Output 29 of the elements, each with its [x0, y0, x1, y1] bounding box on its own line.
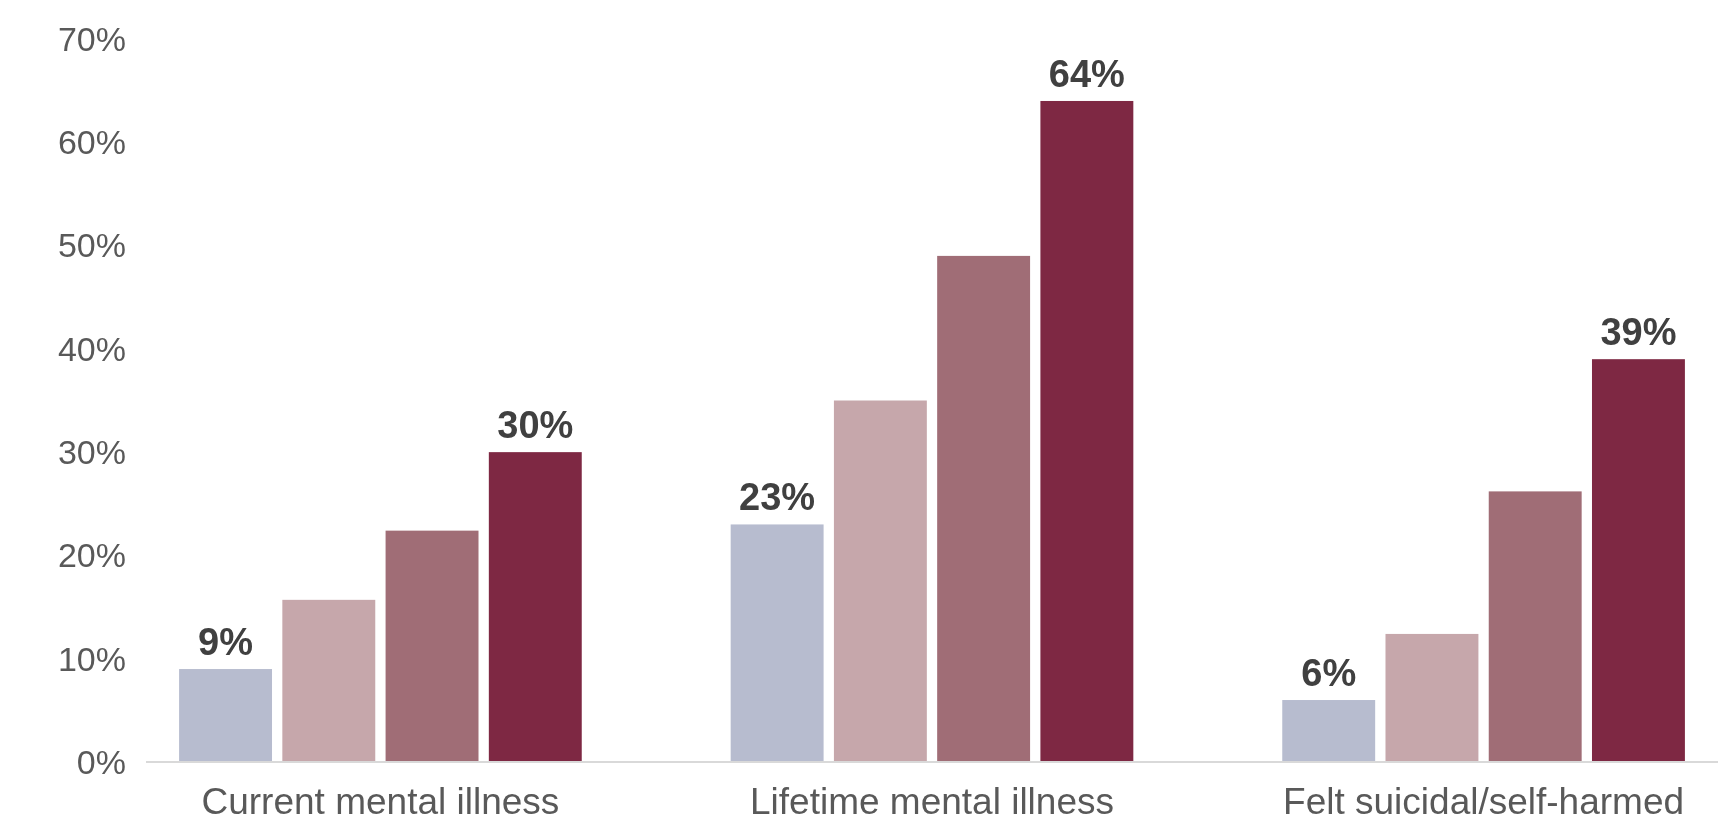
- y-tick-label: 0%: [76, 742, 126, 781]
- x-tick-label: Current mental illness: [201, 781, 560, 822]
- y-tick-label: 50%: [57, 226, 126, 265]
- bar: [730, 524, 824, 762]
- bar: [937, 255, 1031, 762]
- bar: [1488, 491, 1582, 762]
- y-tick-label: 60%: [57, 123, 126, 162]
- bar: [1385, 633, 1479, 762]
- bar: [282, 599, 376, 762]
- bar: [833, 400, 927, 762]
- bar: [1591, 359, 1685, 762]
- y-tick-label: 10%: [57, 639, 126, 678]
- y-tick-label: 30%: [57, 433, 126, 472]
- bar: [1040, 100, 1134, 762]
- bar: [488, 452, 582, 762]
- data-label: 64%: [1048, 52, 1125, 95]
- y-tick-label: 40%: [57, 329, 126, 368]
- data-label: 39%: [1600, 311, 1677, 354]
- x-tick-label: Lifetime mental illness: [750, 781, 1114, 822]
- y-tick-label: 70%: [57, 19, 126, 58]
- data-label: 6%: [1301, 652, 1357, 695]
- data-label: 23%: [739, 476, 816, 519]
- y-tick-label: 20%: [57, 536, 126, 575]
- data-label: 9%: [198, 621, 254, 664]
- bar: [1282, 700, 1376, 762]
- bar: [179, 669, 273, 762]
- data-label: 30%: [497, 404, 574, 447]
- bar: [385, 530, 479, 762]
- x-tick-label: Felt suicidal/self-harmed: [1283, 781, 1685, 822]
